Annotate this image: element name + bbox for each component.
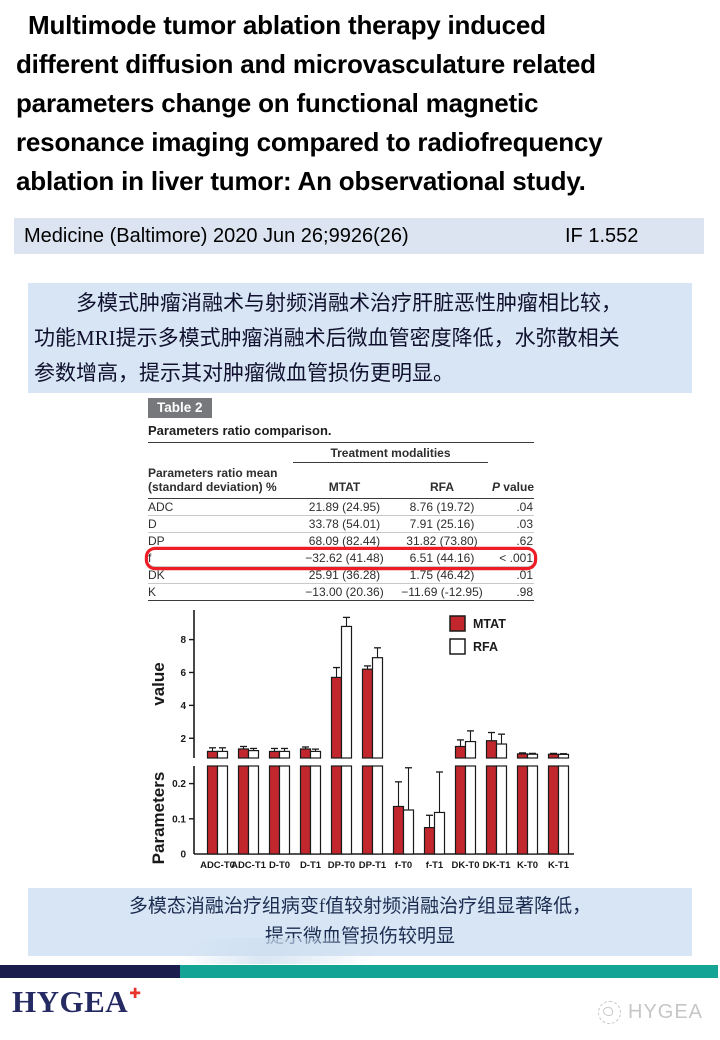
- title-line: parameters change on functional magnetic: [16, 88, 539, 118]
- svg-text:ADC-T1: ADC-T1: [231, 860, 267, 871]
- col-header-rfa: RFA: [430, 480, 454, 494]
- svg-text:K-T0: K-T0: [517, 860, 538, 871]
- svg-text:DK-T1: DK-T1: [483, 860, 512, 871]
- svg-text:D-T1: D-T1: [300, 860, 322, 871]
- svg-text:MTAT: MTAT: [473, 617, 506, 631]
- caption-line: 多模态消融治疗组病变f值较射频消融治疗组显著降低，: [128, 896, 592, 917]
- journal-citation: Medicine (Baltimore) 2020 Jun 26;9926(26…: [24, 224, 409, 247]
- table-2: Table 2 Parameters ratio comparison. Tre…: [148, 398, 534, 601]
- decorative-wave: [168, 938, 422, 964]
- svg-text:DK-T0: DK-T0: [452, 860, 480, 871]
- svg-text:0.1: 0.1: [172, 814, 186, 825]
- svg-text:DP-T1: DP-T1: [359, 860, 387, 871]
- table-group-header: Treatment modalities: [148, 442, 534, 463]
- svg-text:2: 2: [180, 734, 186, 745]
- svg-text:D-T0: D-T0: [269, 860, 290, 871]
- svg-text:value: value: [150, 662, 168, 705]
- svg-text:f-T0: f-T0: [395, 860, 412, 871]
- hygea-logo-text: HYGEA: [12, 984, 129, 1019]
- chinese-summary-box: 多模式肿瘤消融术与射频消融术治疗肝脏恶性肿瘤相比较， 功能MRI提示多模式肿瘤消…: [28, 283, 692, 393]
- hygea-watermark: HYGEA: [598, 1001, 703, 1024]
- svg-text:f-T1: f-T1: [426, 860, 444, 871]
- table-row-highlighted: f −32.62 (41.48) 6.51 (44.16) < .001: [148, 550, 534, 567]
- medical-cross-icon: ✚: [129, 986, 142, 1002]
- summary-line: 参数增高，提示其对肿瘤微血管损伤更明显。: [34, 361, 454, 385]
- svg-text:Parameters: Parameters: [150, 772, 168, 865]
- svg-text:K-T1: K-T1: [548, 860, 570, 871]
- group-header-label: Treatment modalities: [293, 446, 488, 463]
- title-line: different diffusion and microvasculature…: [16, 49, 596, 79]
- footer-bar-navy: [0, 965, 180, 978]
- svg-text:8: 8: [180, 635, 186, 646]
- col-header-mtat: MTAT: [328, 480, 361, 494]
- hygea-emblem-icon: [598, 1001, 621, 1024]
- paper-title: Multimode tumor ablation therapy induced…: [16, 6, 712, 201]
- summary-line: 功能MRI提示多模式肿瘤消融术后微血管密度降低，水弥散相关: [34, 326, 620, 350]
- col-header-parameters: Parameters ratio mean (standard deviatio…: [148, 466, 278, 494]
- col-header-pvalue: P value: [491, 480, 534, 494]
- hygea-watermark-text: HYGEA: [628, 1001, 704, 1023]
- footer-bar: [0, 965, 718, 978]
- svg-text:6: 6: [180, 668, 186, 679]
- table-row: K −13.00 (20.36) −11.69 (-12.95) .98: [148, 585, 534, 601]
- table-row: DP 68.09 (82.44) 31.82 (73.80) .62: [148, 534, 534, 550]
- footer-bar-teal: [180, 965, 718, 978]
- table-caption: Parameters ratio comparison.: [148, 423, 332, 438]
- hygea-logo: HYGEA✚: [12, 984, 141, 1020]
- title-line: resonance imaging compared to radiofrequ…: [16, 127, 603, 157]
- table-row: DK 25.91 (36.28) 1.75 (46.42) .01: [148, 568, 534, 584]
- summary-line: 多模式肿瘤消融术与射频消融术治疗肝脏恶性肿瘤相比较，: [76, 291, 622, 315]
- svg-text:DP-T0: DP-T0: [328, 860, 355, 871]
- table-badge: Table 2: [148, 398, 212, 418]
- svg-text:4: 4: [180, 701, 186, 712]
- svg-text:RFA: RFA: [473, 640, 498, 654]
- impact-factor: IF 1.552: [565, 224, 639, 247]
- svg-text:0.2: 0.2: [172, 779, 186, 790]
- title-line: ablation in liver tumor: An observationa…: [16, 166, 586, 196]
- journal-bar: Medicine (Baltimore) 2020 Jun 26;9926(26…: [14, 218, 704, 254]
- svg-text:0: 0: [180, 850, 186, 861]
- table-header-row: Parameters ratio mean (standard deviatio…: [148, 463, 534, 499]
- table-row: ADC 21.89 (24.95) 8.76 (19.72) .04: [148, 500, 534, 516]
- svg-text:ADC-T0: ADC-T0: [200, 860, 235, 871]
- table-row: D 33.78 (54.01) 7.91 (25.16) .03: [148, 517, 534, 533]
- title-line: Multimode tumor ablation therapy induced: [28, 10, 546, 40]
